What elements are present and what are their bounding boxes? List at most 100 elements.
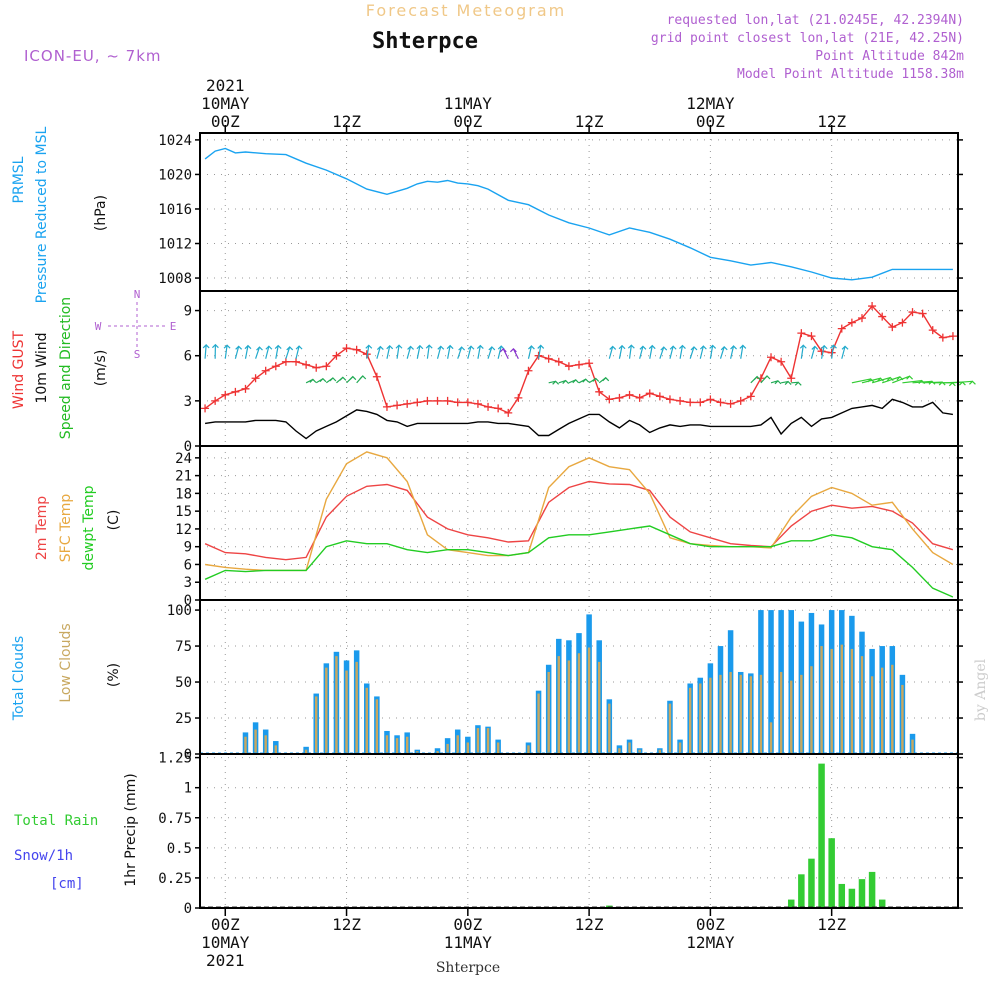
wind-arrow — [244, 345, 249, 359]
low-cloud-bar — [466, 742, 470, 754]
bottom-time-label: 12Z — [817, 915, 846, 934]
wind-arrow — [902, 380, 922, 384]
wind-arrow-head — [660, 346, 668, 351]
gust-marker — [251, 374, 260, 383]
y-tick-label: 6 — [184, 349, 192, 365]
wind-arrow-head — [690, 346, 698, 351]
bottom-time-label: 10MAY — [201, 933, 250, 952]
gust-marker — [696, 398, 705, 407]
gust-marker — [938, 333, 947, 342]
low-cloud-bar — [658, 749, 662, 754]
precip-panel-labels: Total Rain Snow/1h [cm] 1hr Precip (mm) — [14, 773, 139, 892]
low-cloud-bar — [729, 671, 732, 754]
low-cloud-bar — [749, 676, 753, 754]
wind-arrow-head — [794, 381, 802, 386]
low-cloud-bar — [769, 722, 773, 754]
low-cloud-bar — [810, 666, 813, 754]
top-time-label: 00Z — [696, 112, 725, 131]
pressure-frame — [199, 132, 959, 292]
wind-arrow — [871, 376, 891, 384]
wind-arrow — [922, 381, 943, 384]
wind-arrow — [699, 345, 704, 359]
low-cloud-bar — [800, 674, 803, 754]
low-cloud-bar — [335, 656, 338, 754]
y-tick-label: 0 — [184, 747, 192, 763]
top-time-label: 2021 — [206, 76, 245, 95]
gust-marker — [484, 402, 493, 411]
low-cloud-bar — [567, 660, 571, 754]
wind-arrow — [376, 346, 381, 359]
wind-arrow-head — [235, 345, 243, 350]
gust-marker — [797, 329, 806, 338]
wind-arrow — [882, 376, 901, 384]
gust-marker — [463, 398, 472, 407]
wind-arrow — [396, 345, 400, 359]
y-tick-label: 0 — [184, 593, 192, 609]
low-cloud-bar — [779, 671, 783, 754]
low-cloud-bar — [446, 743, 449, 754]
wind-arrow — [295, 345, 300, 359]
low-cloud-bar — [709, 677, 712, 754]
wind-arrow-head — [256, 346, 263, 351]
gust-marker — [544, 354, 553, 363]
wind-arrow-head — [648, 344, 656, 350]
wind-arrow-head — [446, 344, 454, 350]
station-title: Shterpce — [372, 29, 478, 54]
low-cloud-bar — [537, 693, 540, 754]
wind-arrow — [740, 345, 744, 359]
y-tick-label: 100 — [167, 603, 192, 619]
gust-marker — [292, 357, 301, 366]
top-time-label: 10MAY — [201, 94, 250, 113]
wind-arrow-head — [709, 344, 717, 349]
gust-marker — [271, 362, 280, 371]
wind-arrow — [861, 377, 881, 384]
gust-marker — [878, 312, 887, 321]
compass-s: S — [134, 348, 141, 361]
y-tick-label: 1020 — [158, 167, 192, 183]
bottom-time-label: 00Z — [453, 915, 482, 934]
wind-arrow — [608, 346, 614, 359]
gust-marker — [908, 308, 917, 317]
total-cloud-bar — [768, 610, 774, 754]
wind-arrow-head — [286, 346, 294, 351]
gust-marker — [625, 390, 634, 399]
wind-arrow — [618, 345, 623, 359]
y-tick-label: 24 — [175, 451, 192, 467]
rain-bar — [838, 883, 846, 908]
wind-gust-line — [204, 304, 954, 414]
gust-marker — [554, 357, 563, 366]
wind-arrow — [810, 346, 816, 359]
bottom-time-label: 00Z — [211, 915, 240, 934]
low-cloud-bar — [405, 736, 409, 754]
gust-marker — [655, 392, 664, 401]
wind-arrow-head — [528, 345, 535, 350]
wind-arrow — [467, 346, 472, 359]
rain-bar — [848, 888, 856, 908]
low-cloud-bar — [668, 703, 672, 754]
plot-panels: 1008101210161020102403690369121518212402… — [158, 132, 976, 917]
low-cloud-bar — [577, 653, 581, 754]
low-cloud-bar — [830, 648, 833, 754]
gust-marker — [575, 360, 583, 369]
wind-arrow — [800, 345, 804, 359]
wind-arrow — [892, 375, 910, 384]
wind-arrow — [275, 345, 279, 359]
wind-unit: (m/s) — [93, 350, 109, 387]
wind-arrow-head — [329, 377, 337, 382]
low-cloud-bar — [557, 656, 560, 754]
snow-unit-label: [cm] — [50, 876, 84, 892]
low-cloud-bar — [436, 751, 439, 754]
low-cloud-bar — [254, 729, 257, 754]
low-cloud-bar — [901, 684, 904, 754]
bottom-time-label: 12Z — [332, 915, 361, 934]
gust-marker — [201, 404, 210, 413]
low-cloud-bar — [244, 736, 247, 754]
wind-arrow-head — [476, 344, 484, 349]
gust-marker — [231, 387, 240, 396]
y-tick-label: 0.25 — [158, 871, 192, 887]
wind-arrow-head — [592, 377, 600, 382]
rain-bar — [878, 899, 886, 908]
wind-arrow-head — [349, 375, 357, 381]
gust-marker — [514, 393, 523, 402]
